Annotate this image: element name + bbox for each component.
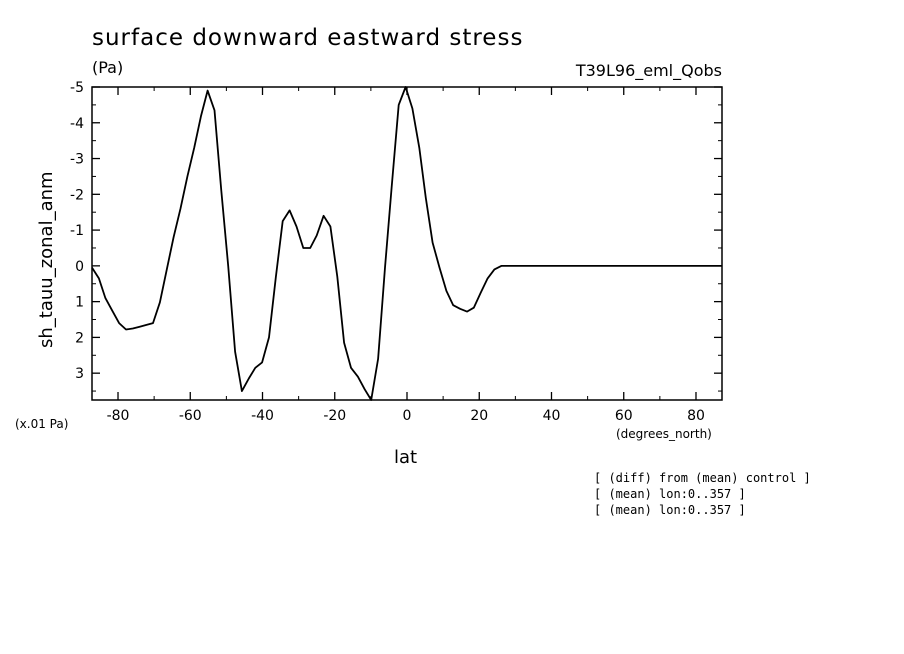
y-tick-label: 2 — [75, 330, 84, 346]
x-tick-label: 0 — [403, 408, 412, 424]
y-tick-labels: -5 -4 -3 -2 -1 0 1 2 3 — [70, 80, 84, 382]
series-line — [91, 86, 722, 401]
y-tick-label: -5 — [70, 80, 84, 96]
x-ticks — [117, 87, 697, 400]
note-2: [ (mean) lon:0..357 ] — [594, 487, 746, 501]
x-tick-label: 20 — [470, 408, 488, 424]
x-tick-label: -80 — [107, 408, 130, 424]
y-tick-label: 1 — [75, 295, 84, 311]
x-axis-label: lat — [394, 447, 417, 468]
x-tick-labels: -80 -60 -40 -20 0 20 40 60 80 — [107, 408, 705, 424]
y-tick-label: 3 — [75, 366, 84, 382]
x-tick-label: -40 — [251, 408, 274, 424]
x-tick-label: 40 — [543, 408, 561, 424]
x-tick-label: 80 — [687, 408, 705, 424]
x-tick-label: 60 — [615, 408, 633, 424]
y-ticks — [92, 86, 722, 392]
y-tick-label: 0 — [75, 259, 84, 275]
y-tick-label: -4 — [70, 116, 84, 132]
x-tick-label: -20 — [323, 408, 346, 424]
x-units: (degrees_north) — [616, 427, 712, 441]
y-tick-label: -2 — [70, 187, 84, 203]
y-tick-label: -1 — [70, 223, 84, 239]
chart-title: surface downward eastward stress — [92, 25, 523, 51]
y-scale-note: (x.01 Pa) — [15, 417, 68, 431]
note-1: [ (diff) from (mean) control ] — [594, 471, 811, 485]
run-label: T39L96_eml_Qobs — [575, 61, 722, 81]
chart-units: (Pa) — [92, 58, 123, 77]
plot-frame — [91, 86, 723, 401]
x-tick-label: -60 — [179, 408, 202, 424]
y-tick-label: -3 — [70, 152, 84, 168]
note-3: [ (mean) lon:0..357 ] — [594, 503, 746, 517]
y-axis-label: sh_tauu_zonal_anm — [36, 171, 57, 348]
